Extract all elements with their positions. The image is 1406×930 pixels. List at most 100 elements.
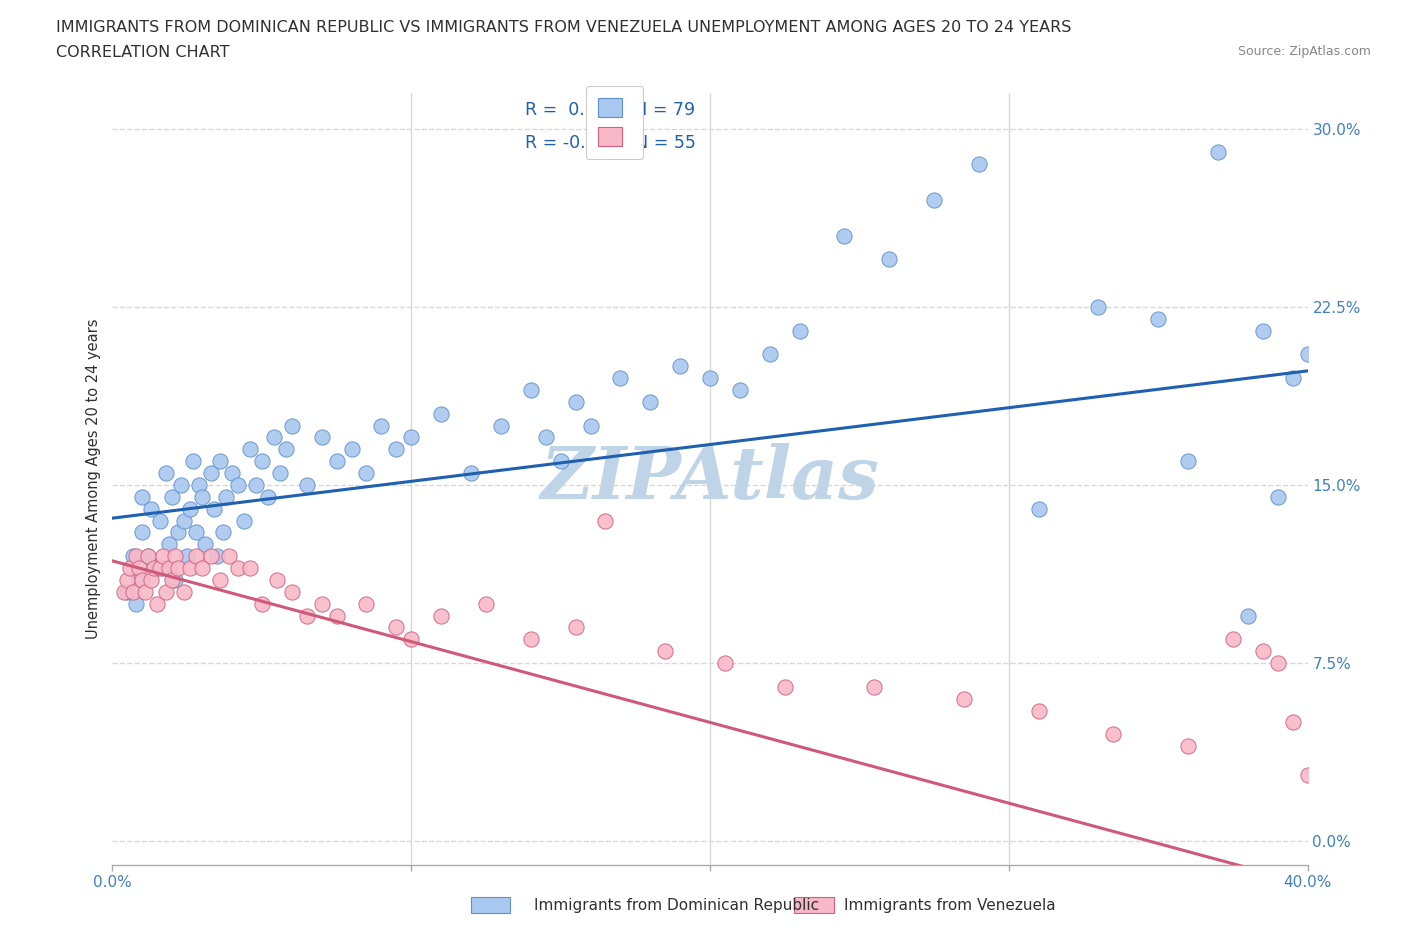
Point <box>176 549 198 564</box>
Point <box>257 489 280 504</box>
Point <box>122 549 145 564</box>
Point <box>385 442 408 457</box>
Point <box>714 656 737 671</box>
Point <box>141 573 163 588</box>
Point <box>233 513 256 528</box>
Point <box>170 477 193 492</box>
Point <box>128 573 150 588</box>
Point <box>138 549 160 564</box>
Point <box>520 382 543 397</box>
Point <box>654 644 676 658</box>
Point <box>162 489 183 504</box>
Point <box>1281 370 1303 385</box>
Y-axis label: Unemployment Among Ages 20 to 24 years: Unemployment Among Ages 20 to 24 years <box>86 319 101 639</box>
Point <box>250 454 273 469</box>
Point <box>728 382 751 397</box>
Point <box>141 501 163 516</box>
Point <box>699 370 721 385</box>
Point <box>157 537 180 551</box>
Point <box>281 584 304 599</box>
Point <box>134 584 156 599</box>
Point <box>489 418 512 433</box>
Point <box>1177 454 1199 469</box>
Point <box>401 631 423 646</box>
Point <box>200 466 222 481</box>
Point <box>356 596 378 611</box>
Point <box>167 525 190 539</box>
Point <box>179 501 201 516</box>
Point <box>181 454 204 469</box>
Point <box>155 466 177 481</box>
Point <box>149 513 172 528</box>
Point <box>789 323 811 338</box>
Point <box>191 561 214 576</box>
Point <box>250 596 273 611</box>
Point <box>356 466 378 481</box>
Point <box>131 573 153 588</box>
Point <box>1102 727 1125 742</box>
Text: Source: ZipAtlas.com: Source: ZipAtlas.com <box>1237 45 1371 58</box>
Point <box>120 561 142 576</box>
Point <box>239 561 262 576</box>
Point <box>1147 312 1170 326</box>
Point <box>186 549 208 564</box>
Point <box>430 608 453 623</box>
Point <box>1251 644 1274 658</box>
Point <box>475 596 498 611</box>
Point <box>191 489 214 504</box>
Point <box>125 549 148 564</box>
Point <box>579 418 602 433</box>
Text: ZIPAtlas: ZIPAtlas <box>541 444 879 514</box>
Point <box>146 561 169 576</box>
Point <box>550 454 572 469</box>
Point <box>239 442 262 457</box>
Point <box>226 477 249 492</box>
Point <box>152 561 174 576</box>
Point <box>155 584 177 599</box>
Point <box>370 418 392 433</box>
Point <box>595 513 617 528</box>
Point <box>221 466 243 481</box>
Text: CORRELATION CHART: CORRELATION CHART <box>56 45 229 60</box>
Point <box>879 252 901 267</box>
Point <box>1177 738 1199 753</box>
Point <box>1296 347 1319 362</box>
Point <box>340 442 363 457</box>
Point <box>669 359 692 374</box>
Point <box>131 489 153 504</box>
Point <box>1251 323 1274 338</box>
Point <box>269 466 291 481</box>
Point <box>167 561 190 576</box>
Point <box>1281 715 1303 730</box>
Point <box>967 157 990 172</box>
Point <box>281 418 304 433</box>
Point <box>295 608 318 623</box>
Text: R =  0.252   N = 79: R = 0.252 N = 79 <box>524 100 695 119</box>
Text: Immigrants from Venezuela: Immigrants from Venezuela <box>844 898 1056 913</box>
Point <box>1028 703 1050 718</box>
Point <box>1296 767 1319 782</box>
Point <box>152 549 174 564</box>
Point <box>186 525 208 539</box>
Point <box>157 561 180 576</box>
Point <box>1267 489 1289 504</box>
Text: Immigrants from Dominican Republic: Immigrants from Dominican Republic <box>534 898 820 913</box>
Point <box>146 596 169 611</box>
Point <box>1206 145 1229 160</box>
Point <box>202 501 225 516</box>
Point <box>266 573 288 588</box>
Point <box>122 584 145 599</box>
Text: IMMIGRANTS FROM DOMINICAN REPUBLIC VS IMMIGRANTS FROM VENEZUELA UNEMPLOYMENT AMO: IMMIGRANTS FROM DOMINICAN REPUBLIC VS IM… <box>56 20 1071 35</box>
Point <box>125 596 148 611</box>
Point <box>520 631 543 646</box>
Point <box>325 454 347 469</box>
Point <box>209 454 232 469</box>
Point <box>117 584 139 599</box>
Point <box>188 477 211 492</box>
Point <box>179 561 201 576</box>
Point <box>311 596 333 611</box>
Point <box>114 584 135 599</box>
Text: R = -0.416   N = 55: R = -0.416 N = 55 <box>524 134 696 152</box>
Point <box>1222 631 1244 646</box>
Point <box>311 430 333 445</box>
